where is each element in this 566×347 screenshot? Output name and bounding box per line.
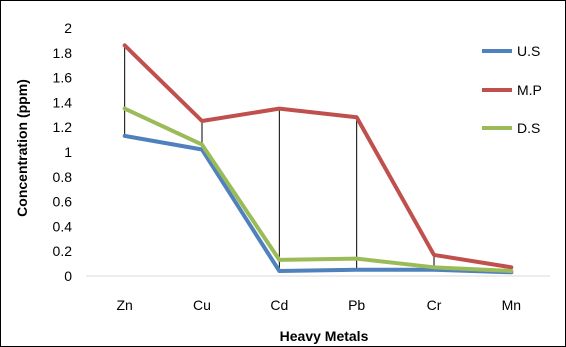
legend-label: U.S [517, 43, 540, 59]
series-line [122, 133, 514, 275]
x-tick-label: Cu [193, 297, 211, 313]
y-axis-title: Concentration (ppm) [14, 79, 30, 217]
legend-label: D.S [517, 120, 540, 136]
y-tick-label: 0.6 [53, 194, 73, 210]
x-tick-label: Pb [348, 297, 365, 313]
y-tick-label: 0.4 [53, 218, 73, 234]
x-tick-label: Zn [116, 297, 132, 313]
legend-label: M.P [517, 82, 542, 98]
x-tick-label: Cd [270, 297, 288, 313]
y-tick-label: 0.2 [53, 243, 73, 259]
y-tick-label: 0 [64, 268, 72, 284]
legend: U.S M.P D.S [482, 43, 542, 136]
y-tick-label: 1.4 [53, 94, 73, 110]
high-low-lines [124, 45, 512, 273]
y-tick-label: 1.6 [53, 70, 73, 86]
series-line [122, 106, 514, 274]
y-tick-label: 2 [64, 20, 72, 36]
x-tick-label: Cr [427, 297, 442, 313]
y-tick-label: 1.8 [53, 45, 73, 61]
x-axis-ticks: Zn Cu Cd Pb Cr Mn [116, 297, 521, 313]
series-lines [122, 43, 514, 275]
x-tick-label: Mn [502, 297, 521, 313]
y-tick-label: 0.8 [53, 169, 73, 185]
x-axis-title: Heavy Metals [280, 328, 369, 344]
y-tick-label: 1 [64, 144, 72, 160]
y-tick-label: 1.2 [53, 119, 73, 135]
series-line [122, 43, 514, 270]
y-axis-ticks: 0 0.2 0.4 0.6 0.8 1 1.2 1.4 1.6 1.8 2 [53, 20, 73, 284]
